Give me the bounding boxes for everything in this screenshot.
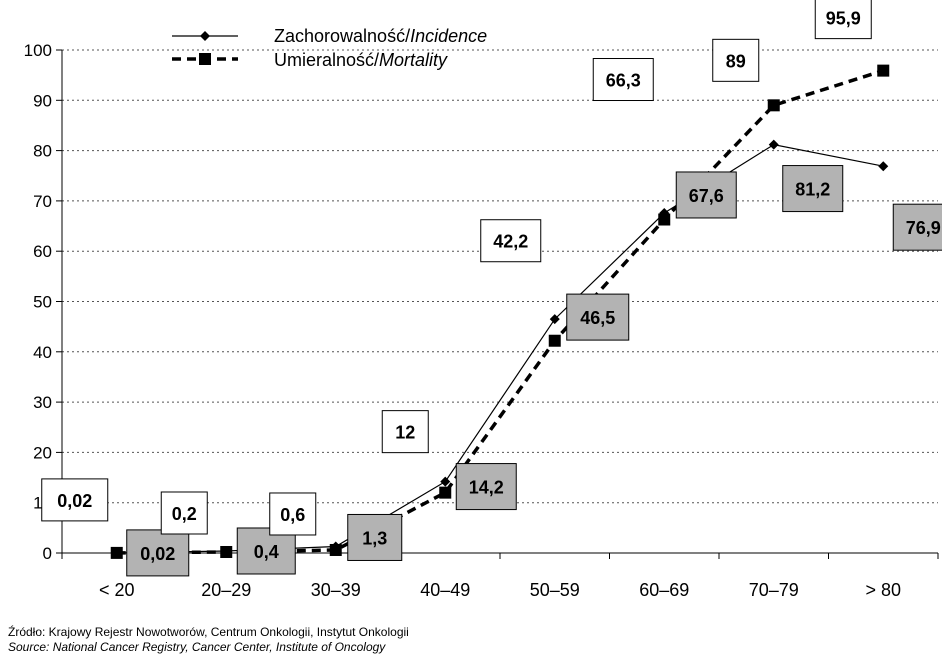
mortality-data-label: 66,3	[606, 71, 641, 91]
y-tick-label: 40	[33, 343, 52, 362]
incidence-data-label: 0,02	[140, 544, 175, 564]
incidence-data-label-box	[892, 203, 942, 251]
y-tick-label: 70	[33, 192, 52, 211]
legend-incidence-marker	[200, 31, 210, 41]
y-tick-label: 100	[24, 41, 52, 60]
mortality-data-label: 12	[395, 423, 415, 443]
incidence-point	[221, 545, 232, 556]
x-tick-label: 20–29	[201, 580, 251, 600]
incidence-data-label: 67,6	[689, 186, 724, 206]
y-tick-label: 80	[33, 142, 52, 161]
incidence-point	[659, 207, 670, 218]
y-tick-label: 0	[43, 544, 52, 563]
source-note-en: Source: National Cancer Registry, Cancer…	[8, 640, 386, 654]
mortality-data-label-box	[712, 38, 760, 82]
incidence-point	[330, 541, 341, 552]
incidence-point	[878, 161, 889, 172]
incidence-point	[111, 547, 122, 558]
incidence-data-label-box	[455, 463, 517, 511]
incidence-data-label-box	[126, 529, 190, 577]
y-tick-label: 50	[33, 293, 52, 312]
incidence-data-label-box	[782, 165, 844, 213]
incidence-data-label-box	[236, 527, 296, 575]
x-tick-label: 70–79	[749, 580, 799, 600]
incidence-point	[549, 314, 560, 325]
incidence-point	[440, 476, 451, 487]
legend-mortality-marker	[199, 53, 211, 65]
y-tick-label: 20	[33, 443, 52, 462]
x-tick-label: < 20	[99, 580, 135, 600]
x-tick-label: 60–69	[639, 580, 689, 600]
x-tick-label: > 80	[865, 580, 901, 600]
incidence-data-label: 0,4	[254, 542, 279, 562]
y-tick-label: 90	[33, 91, 52, 110]
mortality-data-label: 0,02	[57, 491, 92, 511]
incidence-data-label: 14,2	[469, 478, 504, 498]
y-tick-label: 30	[33, 393, 52, 412]
mortality-data-label-box	[592, 58, 654, 102]
mortality-data-label-box	[814, 0, 872, 40]
incidence-data-label-box	[347, 513, 403, 561]
mortality-data-label: 0,2	[172, 504, 197, 524]
mortality-data-label: 95,9	[826, 9, 861, 29]
mortality-data-label-box	[41, 478, 109, 522]
mortality-point	[658, 213, 671, 226]
legend-incidence-label: Zachorowalność/Incidence	[274, 26, 487, 46]
source-note-pl: Źródło: Krajowy Rejestr Nowotworów, Cent…	[8, 625, 409, 639]
x-tick-label: 30–39	[311, 580, 361, 600]
incidence-data-label-box	[675, 171, 737, 219]
mortality-data-label-box	[269, 492, 317, 536]
y-tick-label: 60	[33, 242, 52, 261]
incidence-data-label-box	[566, 293, 630, 341]
mortality-point	[767, 99, 780, 112]
legend-mortality-label: Umieralność/Mortality	[274, 50, 448, 70]
incidence-data-label: 81,2	[795, 180, 830, 200]
incidence-data-label: 1,3	[362, 528, 387, 548]
x-tick-label: 50–59	[530, 580, 580, 600]
mortality-data-label-box	[381, 410, 429, 454]
mortality-data-label: 89	[726, 51, 746, 71]
mortality-point	[877, 64, 890, 77]
mortality-data-label: 42,2	[493, 232, 528, 252]
mortality-data-label-box	[480, 219, 542, 263]
incidence-data-label: 46,5	[580, 308, 615, 328]
mortality-point	[439, 486, 452, 499]
mortality-data-label-box	[160, 491, 208, 535]
x-tick-label: 40–49	[420, 580, 470, 600]
incidence-point	[768, 139, 779, 150]
incidence-data-label: 76,9	[906, 218, 941, 238]
mortality-point	[548, 334, 561, 347]
mortality-data-label: 0,6	[280, 505, 305, 525]
